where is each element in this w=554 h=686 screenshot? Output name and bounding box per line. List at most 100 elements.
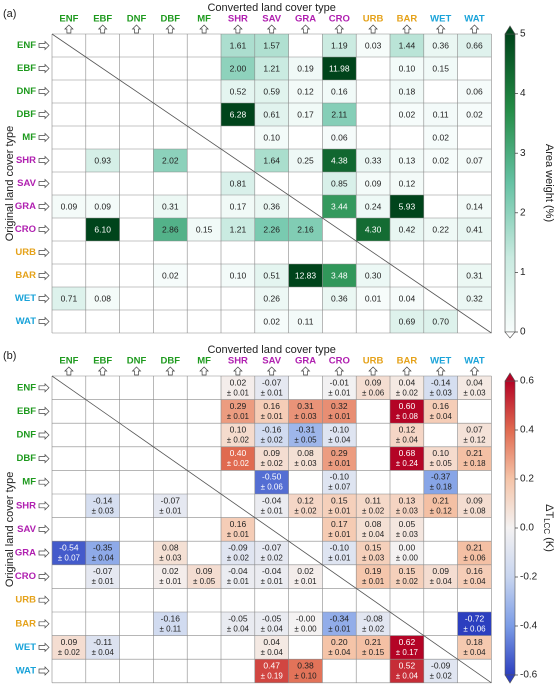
heatmap-cell (254, 126, 289, 149)
cell-value: 2.16 (297, 224, 314, 234)
column-arrow (368, 366, 378, 376)
heatmap-cell (457, 376, 492, 400)
column-arrow (97, 24, 108, 34)
cell-value: -0.50 (262, 472, 282, 482)
cell-error: ± 0.01 (362, 577, 385, 586)
column-arrow (435, 366, 446, 376)
heatmap-cell (390, 57, 424, 80)
cell-error: ± 0.12 (430, 506, 453, 515)
heatmap-cell (322, 172, 357, 195)
heatmap-cell (390, 635, 424, 660)
cell-error: ± 0.04 (261, 648, 284, 657)
heatmap-cell (356, 287, 390, 310)
column-arrow (64, 24, 74, 34)
cell-error: ± 0.02 (362, 506, 385, 515)
cell-error: ± 0.01 (261, 412, 284, 421)
cell-value: 0.68 (399, 448, 416, 458)
cell-value: 0.12 (399, 178, 416, 188)
cell-error: ± 0.01 (227, 388, 250, 397)
heatmap-cell (457, 494, 492, 518)
cell-error: ± 0.01 (261, 388, 284, 397)
cell-value: 0.09 (196, 566, 213, 576)
cell-value: 3.44 (331, 201, 348, 211)
cell-value: 0.02 (297, 566, 314, 576)
cell-error: ± 0.15 (362, 648, 385, 657)
column-arrow (131, 366, 142, 376)
heatmap-cell (288, 80, 323, 103)
colorbar-extend (504, 25, 516, 35)
cell-value: -0.10 (330, 425, 350, 435)
row-label: SAV (17, 524, 36, 535)
heatmap-cell (52, 287, 86, 310)
cell-value: 11.98 (329, 63, 350, 73)
cell-value: 0.09 (466, 495, 483, 505)
heatmap-cell (356, 564, 390, 589)
cell-value: 0.51 (263, 270, 280, 280)
colorbar-extend (504, 372, 516, 382)
cell-value: -0.07 (161, 495, 181, 505)
cell-value: -0.05 (228, 613, 248, 623)
heatmap-cell (322, 399, 357, 424)
cell-value: 0.16 (432, 401, 449, 411)
cell-value: -0.72 (465, 613, 485, 623)
column-arrow (300, 24, 311, 34)
row-arrow (38, 382, 50, 393)
row-label: ENF (17, 382, 36, 393)
cell-value: 0.13 (399, 495, 416, 505)
column-label: SAV (262, 356, 281, 367)
cell-value: 0.08 (94, 293, 111, 303)
cell-error: ± 0.03 (362, 554, 385, 563)
cell-value: -0.14 (431, 377, 451, 387)
heatmap-cell (423, 57, 458, 80)
cell-error: ± 0.04 (430, 577, 453, 586)
column-label: SAV (262, 14, 281, 25)
cell-error: ± 0.04 (328, 648, 351, 657)
cell-value: 0.07 (466, 425, 483, 435)
heatmap-cell (457, 423, 492, 447)
cell-value: 0.08 (297, 448, 314, 458)
heatmap-cell (322, 34, 357, 57)
cell-value: 0.93 (94, 155, 111, 165)
cell-value: 0.30 (365, 270, 382, 280)
heatmap-cell (423, 564, 458, 589)
cell-value: 3.48 (331, 270, 348, 280)
row-arrow (38, 524, 50, 535)
cell-value: 0.15 (196, 224, 213, 234)
row-label: GRA (15, 548, 36, 559)
cell-value: 0.25 (297, 155, 314, 165)
cell-value: -0.07 (93, 566, 113, 576)
cell-value: 0.04 (263, 637, 280, 647)
cell-value: 0.02 (432, 132, 449, 142)
row-label: DBF (16, 109, 36, 120)
cell-value: 0.10 (263, 132, 280, 142)
heatmap-cell (423, 376, 458, 400)
cell-value: 0.32 (331, 401, 348, 411)
heatmap-cell (254, 195, 289, 218)
cell-value: -0.54 (59, 543, 79, 553)
cell-value: 0.18 (466, 637, 483, 647)
cell-error: ± 0.01 (328, 530, 351, 539)
column-label: DNF (127, 14, 147, 25)
heatmap-cell (288, 310, 323, 333)
heatmap-cell (356, 264, 390, 287)
cell-error: ± 0.04 (261, 624, 284, 633)
heatmap-cell (356, 172, 390, 195)
column-label: DBF (161, 14, 181, 25)
heatmap-cell (322, 287, 357, 310)
cell-value: 6.10 (94, 224, 111, 234)
heatmap-cell (254, 149, 289, 172)
heatmap-cell (457, 218, 492, 241)
heatmap-cell (457, 195, 492, 218)
heatmap-cell (423, 399, 458, 424)
column-arrow (469, 24, 480, 34)
row-arrow (38, 430, 50, 440)
heatmap-cell (390, 218, 424, 241)
cell-value: 0.31 (466, 270, 483, 280)
cell-value: 0.40 (230, 448, 247, 458)
cell-value: 0.01 (365, 293, 382, 303)
column-label: WET (430, 356, 451, 367)
heatmap-cell (322, 376, 357, 400)
axis-title: Converted land cover type (207, 2, 335, 14)
row-arrow (38, 293, 50, 304)
